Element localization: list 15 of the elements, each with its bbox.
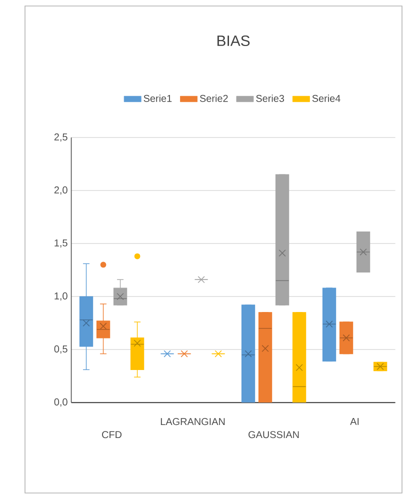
legend-label: Serie1 bbox=[144, 94, 172, 102]
chart-title: BIAS bbox=[217, 35, 250, 46]
x-tick-label: CFD bbox=[102, 431, 122, 438]
legend-label: Serie2 bbox=[200, 94, 228, 102]
y-tick-label: 0,5 bbox=[54, 345, 68, 354]
legend-label: Serie3 bbox=[256, 94, 284, 102]
y-tick-label: 2,0 bbox=[54, 186, 68, 195]
x-tick-label: LAGRANGIAN bbox=[160, 418, 225, 426]
legend-label: Serie4 bbox=[312, 94, 340, 102]
y-tick-label: 1,5 bbox=[54, 239, 68, 248]
y-tick-label: 1,0 bbox=[54, 292, 68, 301]
y-tick-label: 0,0 bbox=[54, 398, 68, 407]
x-tick-label: GAUSSIAN bbox=[248, 431, 299, 438]
y-tick-label: 2,5 bbox=[54, 133, 68, 142]
x-tick-label: AI bbox=[350, 418, 359, 425]
